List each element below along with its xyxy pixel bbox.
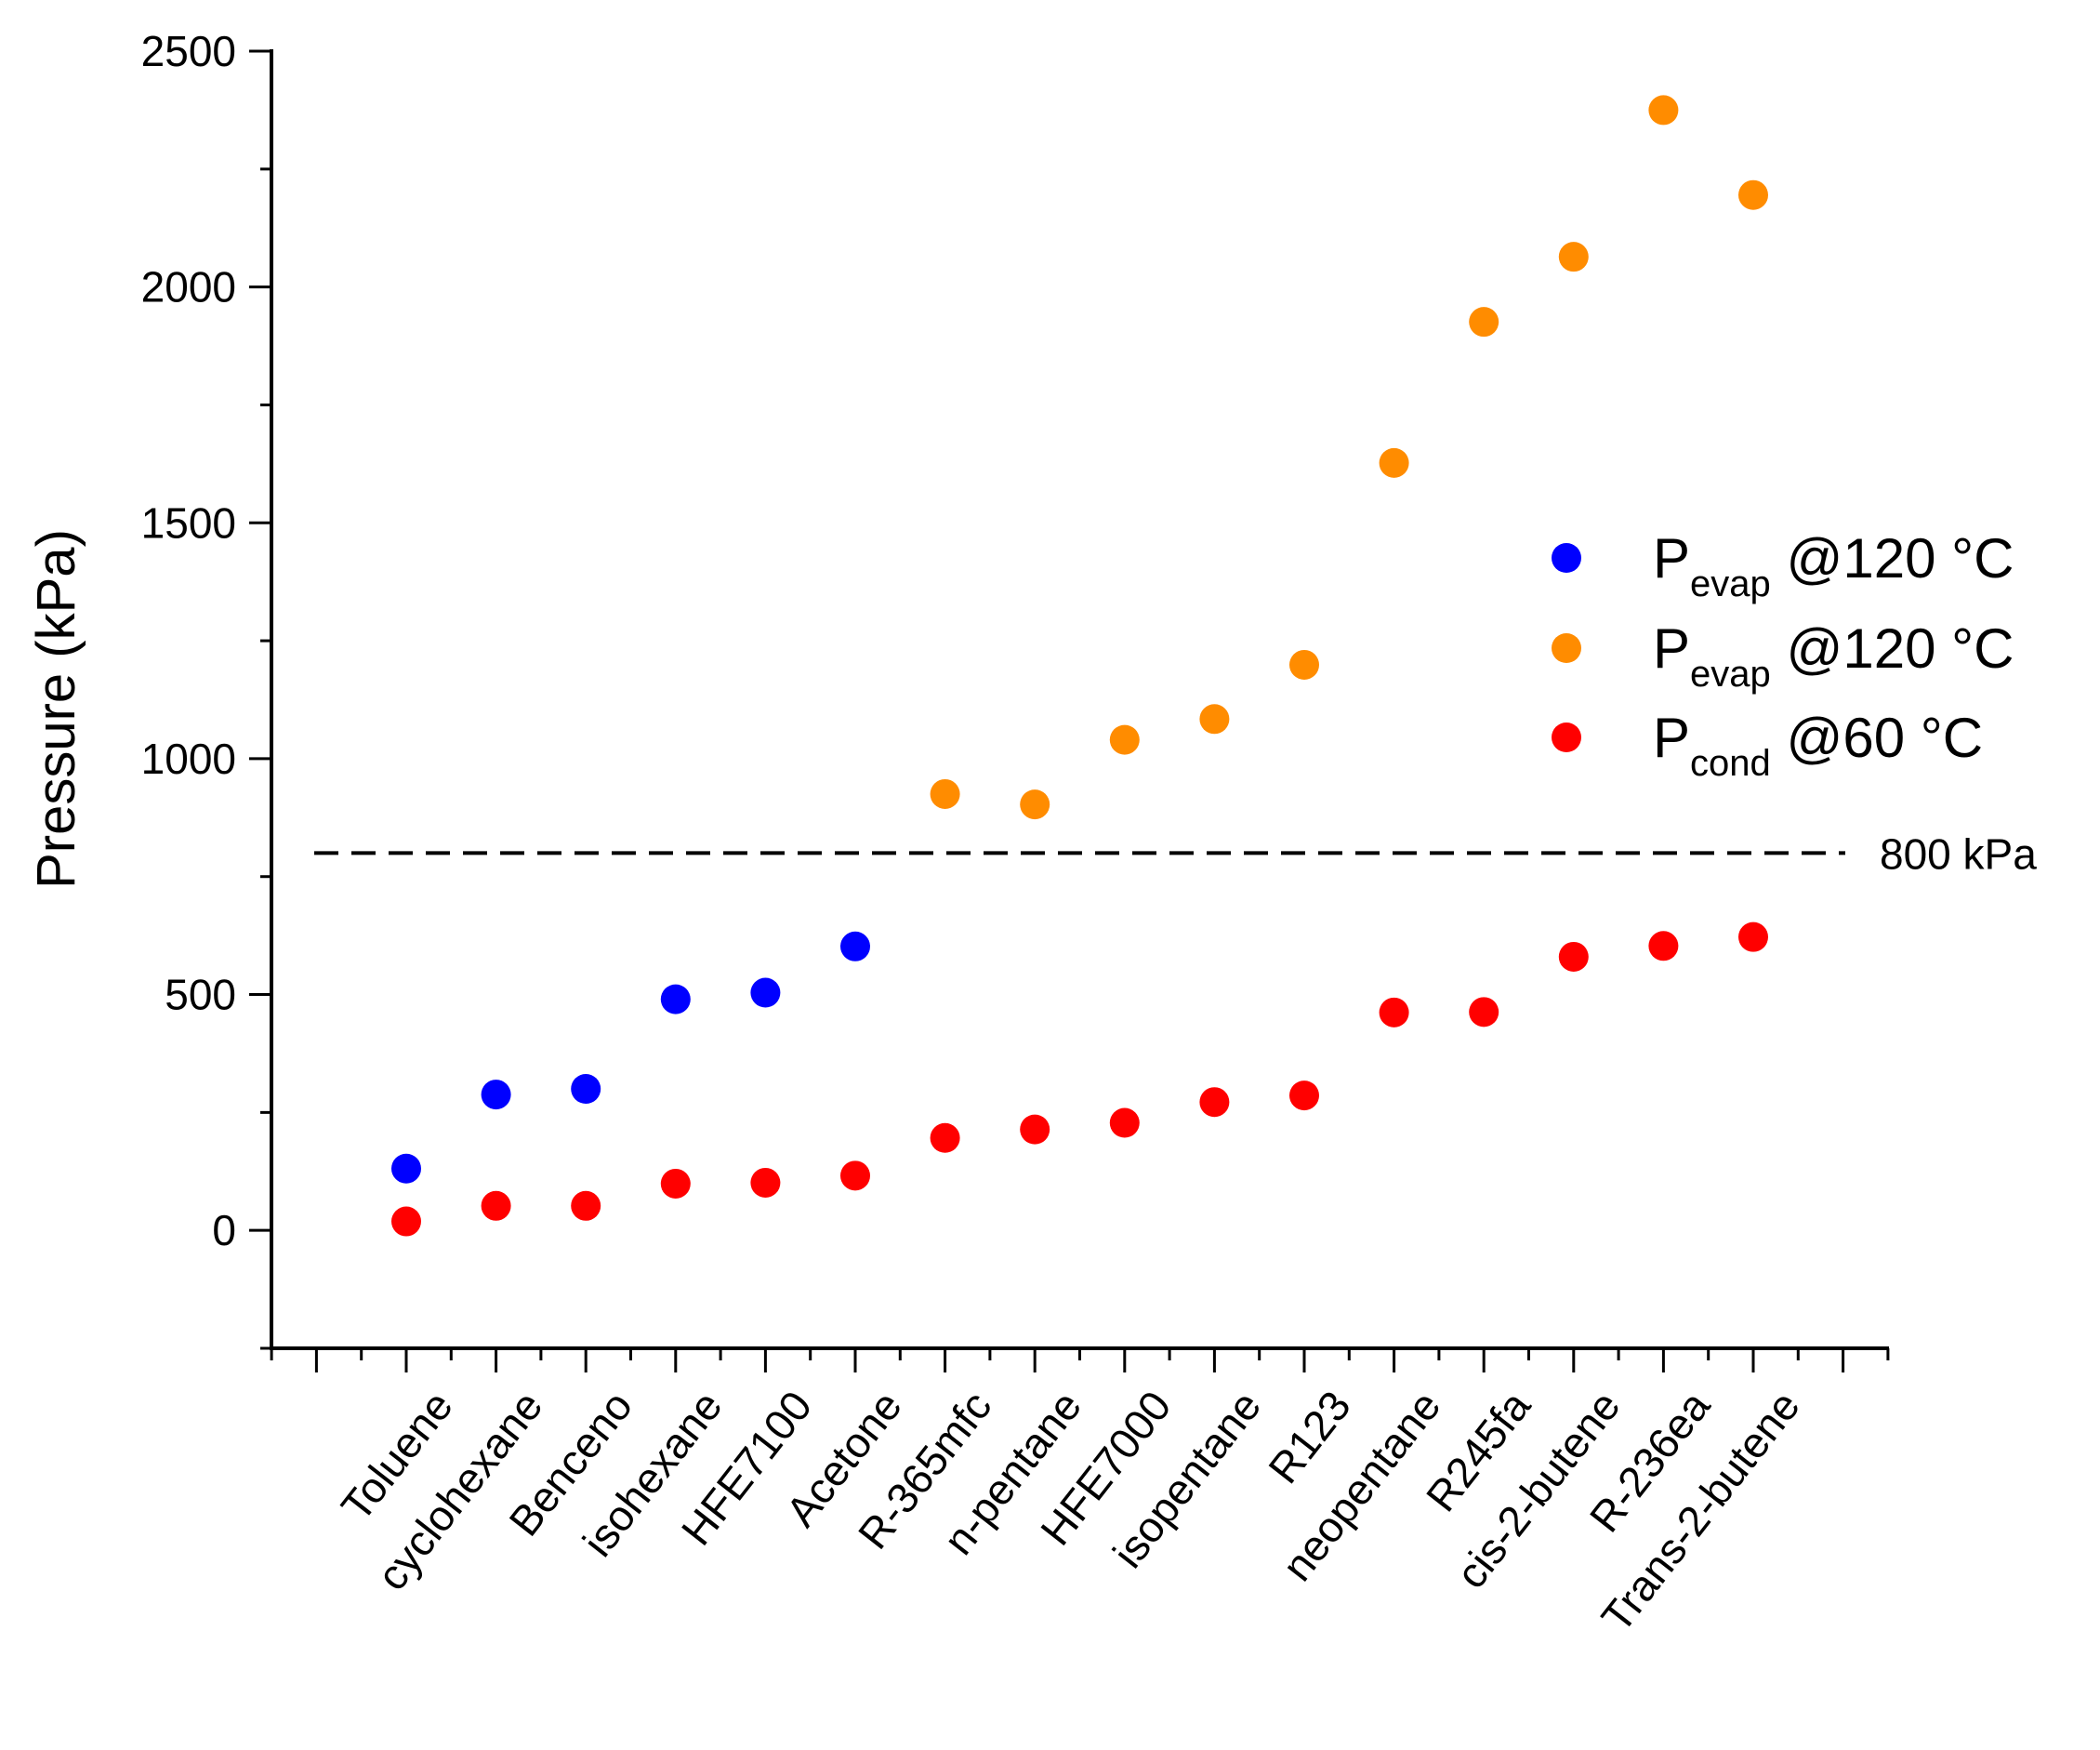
legend-marker xyxy=(1552,723,1581,752)
data-point xyxy=(1379,997,1409,1027)
data-point xyxy=(1738,921,1768,952)
data-point xyxy=(1289,1080,1319,1111)
data-point xyxy=(1020,789,1050,820)
data-point xyxy=(391,1206,421,1237)
data-point xyxy=(481,1190,511,1221)
data-point xyxy=(1020,1114,1050,1145)
data-point xyxy=(840,931,870,961)
y-tick-label: 1500 xyxy=(141,498,236,547)
y-tick-label: 1000 xyxy=(141,735,236,783)
data-point xyxy=(750,977,781,1008)
data-point xyxy=(571,1190,601,1221)
data-point xyxy=(481,1080,511,1110)
legend-label: Pcond @60 °C xyxy=(1653,707,1983,784)
legend: Pevap @120 °C Pevap @120 °C Pcond @60 °C xyxy=(1552,527,2014,784)
data-point xyxy=(1109,1107,1140,1138)
data-point xyxy=(660,1168,691,1199)
data-point xyxy=(1109,724,1140,755)
y-axis-title: Pressure (kPa) xyxy=(26,529,86,889)
data-point xyxy=(1469,997,1499,1027)
legend-label: Pevap @120 °C xyxy=(1653,527,2014,604)
data-points xyxy=(391,95,1768,1237)
data-point xyxy=(1558,242,1589,272)
data-point xyxy=(391,1153,421,1184)
legend-label: Pevap @120 °C xyxy=(1653,617,2014,695)
data-point xyxy=(1289,649,1319,680)
data-point xyxy=(1199,704,1230,735)
y-tick-label: 2500 xyxy=(141,27,236,75)
y-tick-label: 2000 xyxy=(141,263,236,312)
data-point xyxy=(1379,447,1409,478)
data-point xyxy=(660,984,691,1014)
data-point xyxy=(1738,179,1768,210)
data-point xyxy=(840,1160,870,1191)
legend-marker xyxy=(1552,633,1581,663)
data-point xyxy=(1199,1087,1230,1118)
data-point xyxy=(1558,941,1589,972)
data-point xyxy=(930,1122,960,1153)
data-point xyxy=(1648,931,1679,961)
y-tick-label: 500 xyxy=(165,971,236,1019)
data-point xyxy=(1648,95,1679,126)
data-point xyxy=(750,1167,781,1198)
data-point xyxy=(1469,307,1499,338)
data-point xyxy=(571,1074,601,1104)
reference-line-label: 800 kPa xyxy=(1880,829,2037,878)
y-tick-label: 0 xyxy=(212,1206,236,1254)
reference-line-group: 800 kPa xyxy=(314,829,2037,878)
legend-marker xyxy=(1552,543,1581,573)
data-point xyxy=(930,778,960,809)
